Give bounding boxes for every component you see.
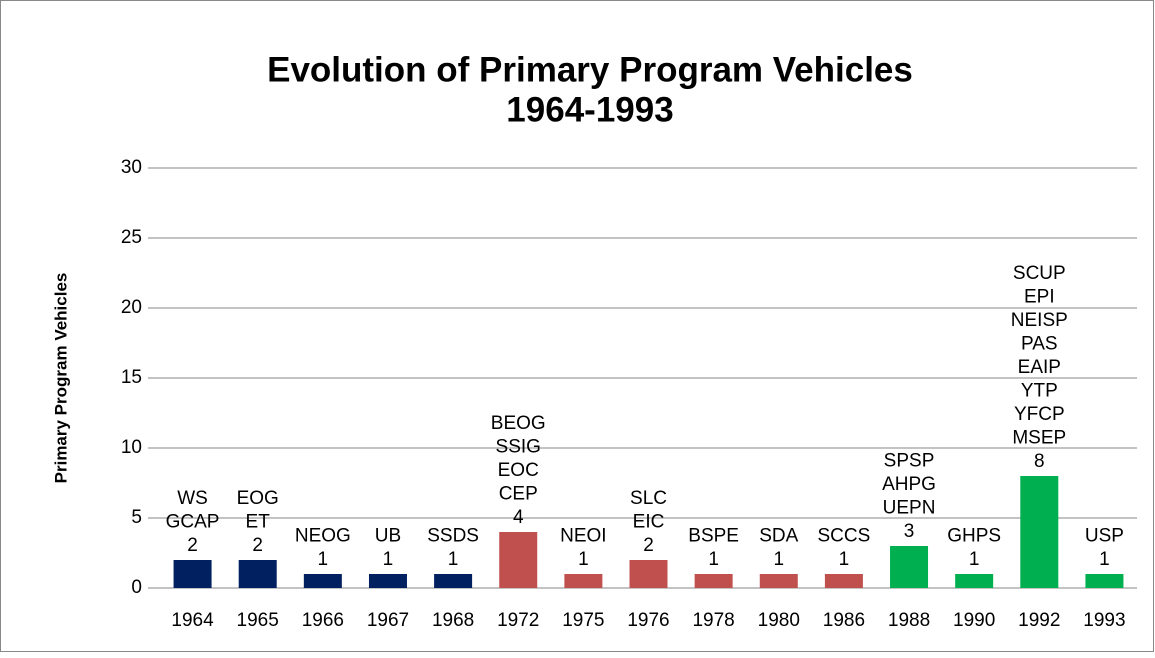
x-tick-label: 1966 [302,610,344,631]
data-label: 3 [904,521,915,542]
x-tick-label: 1990 [953,610,995,631]
y-tick-label: 10 [121,437,142,458]
x-tick-label: 1975 [562,610,604,631]
data-label: 1 [448,549,459,570]
bar-annotation: BEOG [491,413,546,434]
bar-annotation: BSPE [688,526,739,547]
x-tick-label: 1978 [692,610,734,631]
data-label: 8 [1034,451,1045,472]
data-label: 1 [318,549,329,570]
bar [303,574,342,588]
x-tick-label: 1965 [237,610,279,631]
bar-annotation: USP [1085,526,1124,547]
bar-annotation: EIC [633,512,665,533]
y-tick-label: 5 [131,507,142,528]
y-axis-label: Primary Program Vehicles [51,273,70,484]
data-label: 2 [252,535,263,556]
bar [955,574,994,588]
x-tick-label: 1968 [432,610,474,631]
bar-annotation: PAS [1021,334,1058,355]
bar-annotation: NEOI [560,526,606,547]
data-label: 1 [383,549,394,570]
bar-annotation: CEP [499,484,538,505]
x-tick-label: 1993 [1083,610,1125,631]
bar-annotation: SLC [630,488,667,509]
chart-subtitle: 1964-1993 [506,90,673,129]
bar-annotation: SPSP [884,451,935,472]
bar [824,574,863,588]
y-tick-label: 15 [121,367,142,388]
bar-annotation: UB [375,526,401,547]
bar-annotation: EOG [237,488,279,509]
y-tick-label: 0 [131,577,142,598]
x-tick-label: 1992 [1018,610,1060,631]
data-label: 1 [773,549,784,570]
bar [238,560,277,588]
bar-annotation: ET [246,512,271,533]
x-tick-label: 1972 [497,610,539,631]
bar-annotation: NEISP [1011,310,1068,331]
bar [564,574,603,588]
y-tick-label: 20 [121,297,142,318]
x-tick-label: 1988 [888,610,930,631]
x-tick-label: 1964 [171,610,214,631]
data-label: 1 [969,549,980,570]
bar-annotation: NEOG [295,526,351,547]
y-tick-label: 25 [121,227,142,248]
x-tick-label: 1967 [367,610,409,631]
data-label: 4 [513,507,524,528]
x-tick-label: 1980 [758,610,800,631]
chart-title: Evolution of Primary Program Vehicles [267,50,913,89]
bar-annotation: WS [177,488,208,509]
bar-annotation: UEPN [883,498,936,519]
data-label: 1 [708,549,719,570]
bar-annotation: EPI [1024,287,1055,308]
data-label: 1 [1099,549,1110,570]
data-label: 1 [839,549,850,570]
bar [694,574,733,588]
bar [890,546,929,588]
y-tick-label: 30 [121,157,142,178]
bar [368,574,407,588]
bar [1085,574,1124,588]
bar-annotation: GCAP [166,512,220,533]
data-label: 2 [187,535,198,556]
bar-annotation: SSDS [427,526,479,547]
bar-annotation: EAIP [1018,357,1061,378]
bar-annotation: GHPS [947,526,1001,547]
bar-annotation: SDA [759,526,798,547]
bar [173,560,212,588]
bar [629,560,668,588]
bar-annotation: SSIG [496,437,541,458]
bar [499,532,538,588]
bar-annotation: EOC [498,460,539,481]
bar-annotation: YTP [1021,381,1058,402]
bar-annotation: YFCP [1014,404,1065,425]
data-label: 1 [578,549,589,570]
bar-annotation: AHPG [882,474,936,495]
bar-annotation: SCCS [818,526,871,547]
data-label: 2 [643,535,654,556]
bar-annotation: MSEP [1012,428,1066,449]
bar [1020,476,1059,588]
bar [759,574,798,588]
bar-annotation: SCUP [1013,263,1066,284]
x-tick-label: 1986 [823,610,865,631]
x-tick-label: 1976 [627,610,669,631]
bar [434,574,473,588]
